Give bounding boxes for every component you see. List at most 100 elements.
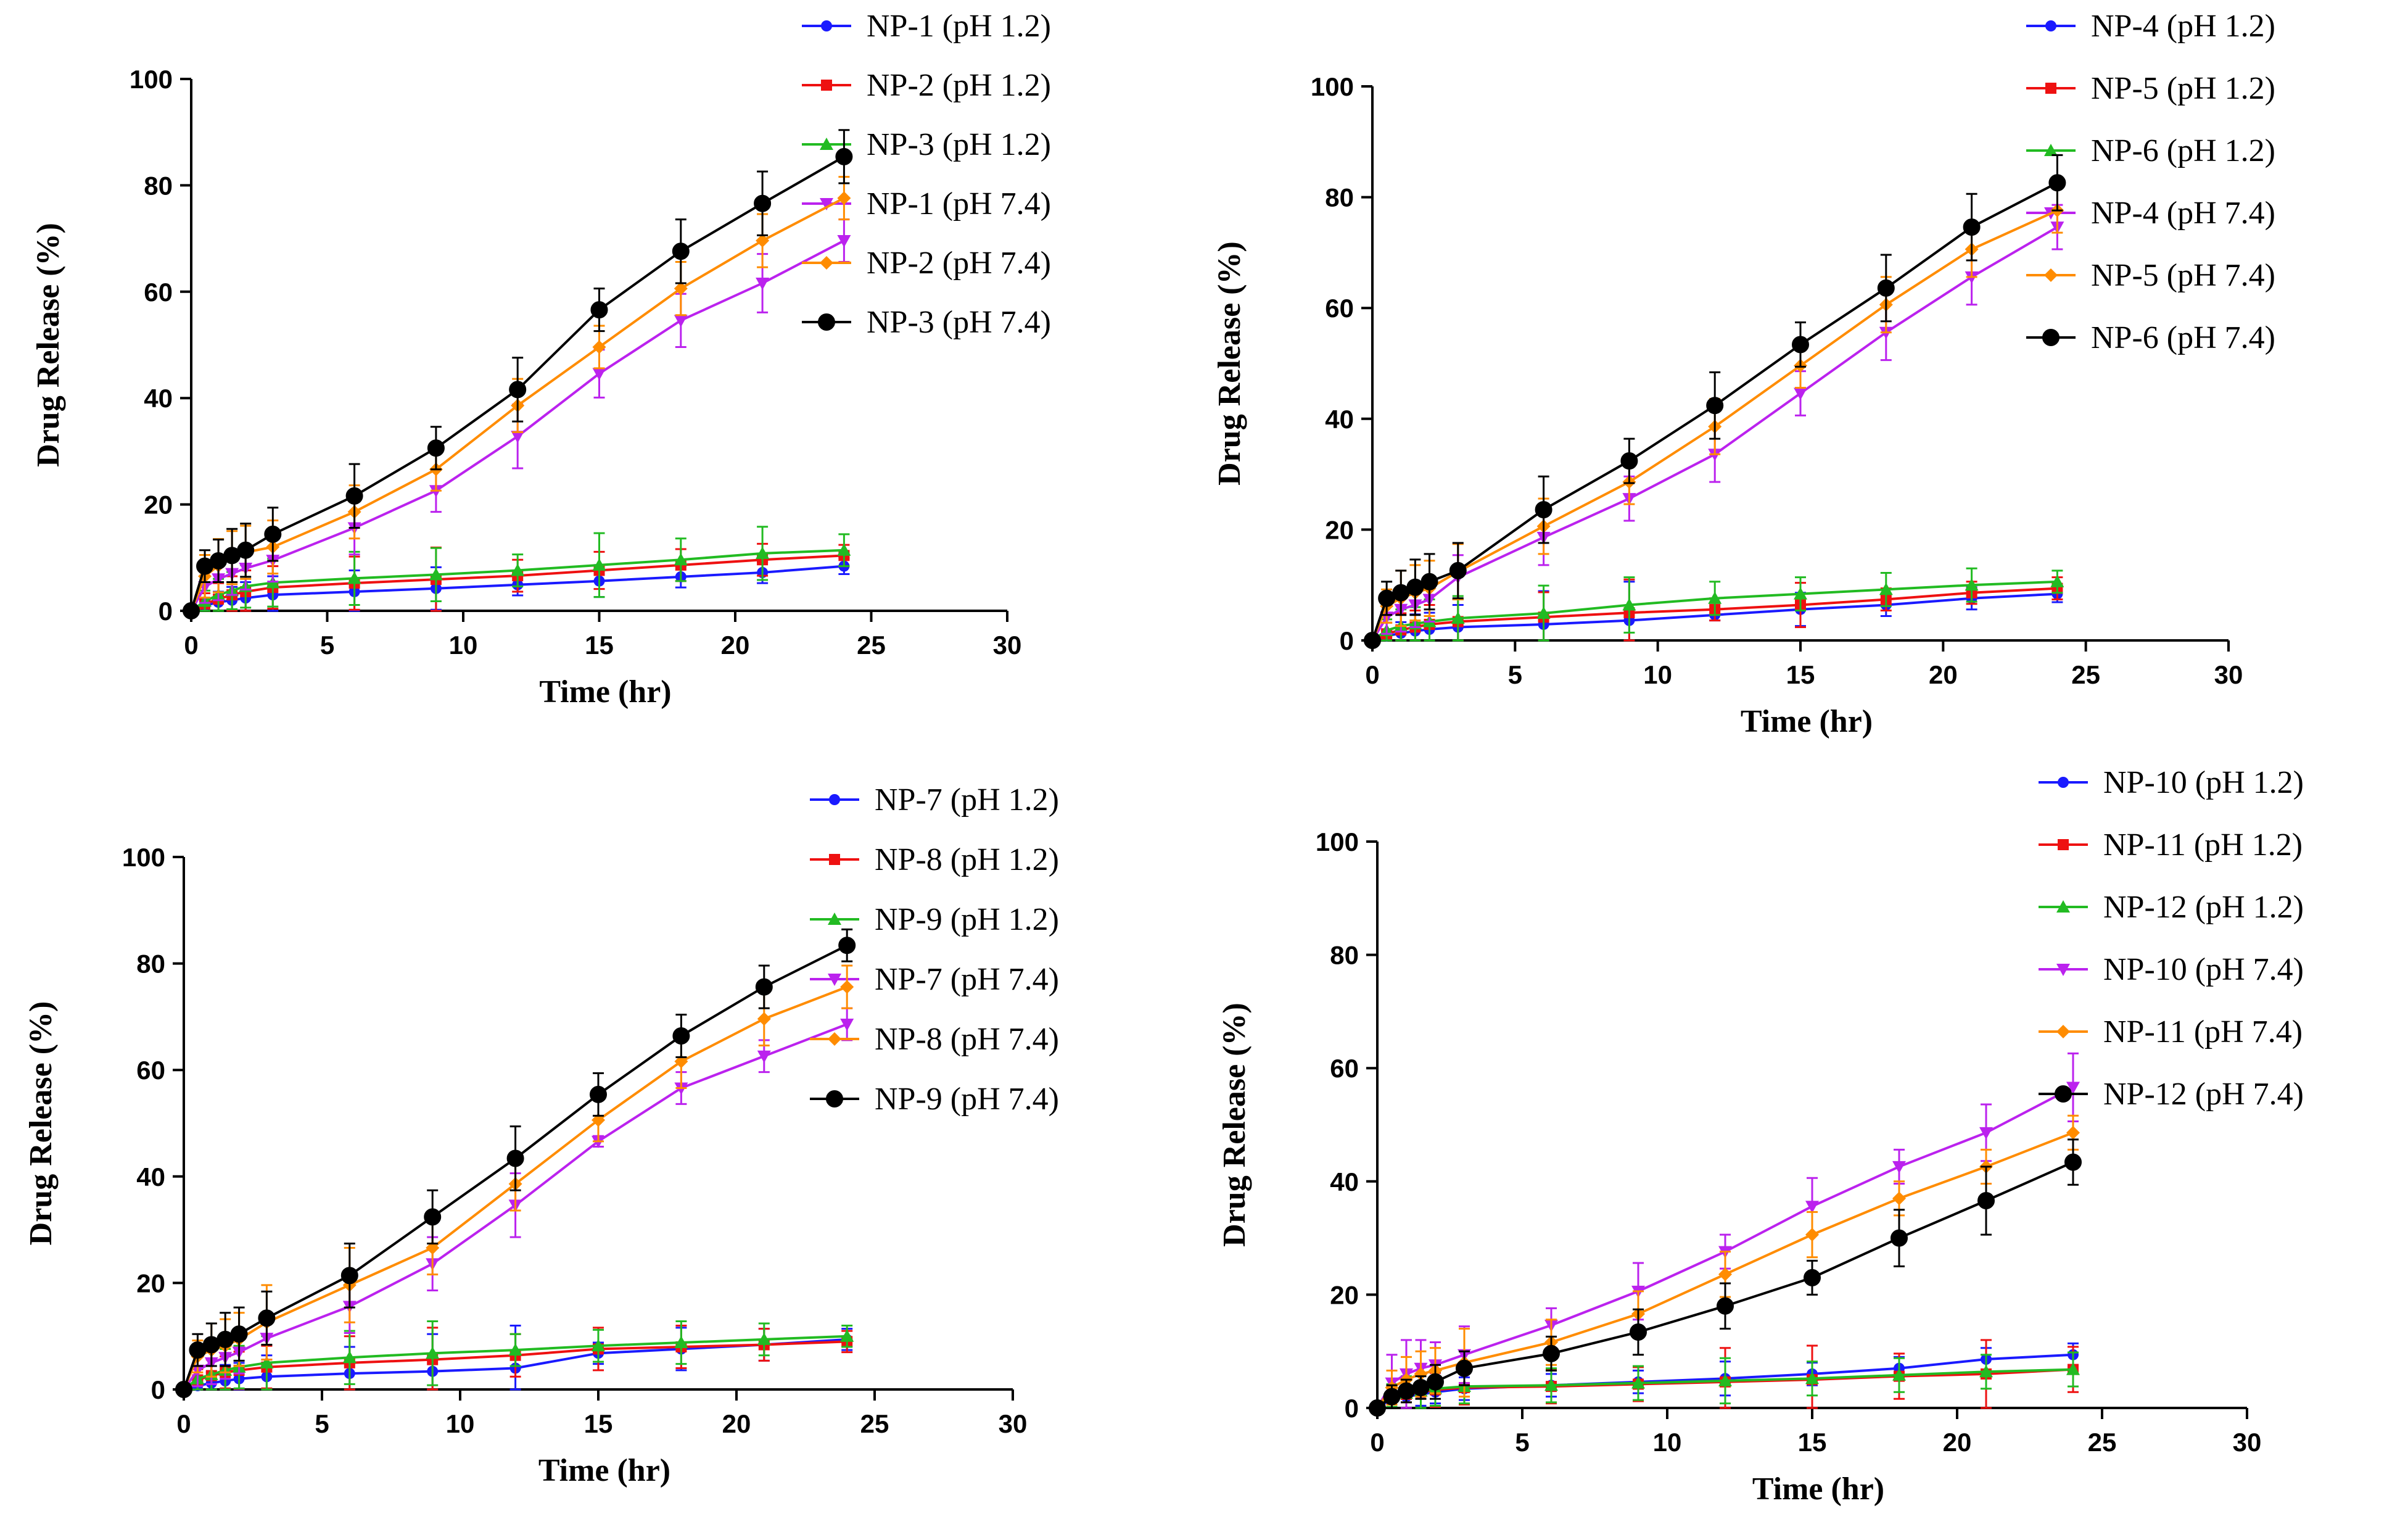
legend-label: NP-6 (pH 7.4) (2091, 320, 2275, 355)
data-point (840, 1329, 854, 1342)
data-point (1892, 1191, 1906, 1206)
data-point (1456, 1359, 1473, 1377)
data-point (592, 558, 606, 571)
data-point (1804, 1269, 1821, 1286)
legend-entry: NP-3 (pH 1.2) (802, 127, 1051, 162)
legend-marker (2056, 1025, 2070, 1038)
data-point (183, 602, 200, 619)
legend-label: NP-4 (pH 7.4) (2091, 196, 2275, 231)
x-tick-label: 25 (2071, 660, 2100, 689)
x-tick-label: 0 (1370, 1428, 1384, 1457)
data-point (1718, 1267, 1732, 1281)
legend-marker (2055, 1085, 2072, 1103)
y-tick-label: 60 (136, 1056, 165, 1085)
legend-marker (828, 974, 841, 986)
chart-panel-2: 0 5 10 15 20 25 30 0 20 40 60 80 100 Time (hr) Drug Re… (1212, 9, 2275, 739)
legend-entry: NP-7 (pH 1.2) (810, 782, 1059, 818)
x-axis-title: Time (hr) (539, 674, 671, 710)
legend-label: NP-5 (pH 1.2) (2091, 71, 2275, 106)
legend-label: NP-2 (pH 1.2) (867, 68, 1051, 103)
x-tick-label: 15 (1786, 660, 1815, 689)
data-point (1979, 1127, 1993, 1140)
data-point (1412, 1378, 1430, 1396)
legend-label: NP-8 (pH 1.2) (875, 842, 1059, 877)
legend-marker (2042, 329, 2060, 346)
legend-entry: NP-11 (pH 7.4) (2039, 1014, 2303, 1049)
data-point (1392, 584, 1410, 602)
legend-marker (2056, 900, 2070, 913)
y-tick-label: 20 (1325, 515, 1354, 544)
legend-entry: NP-4 (pH 1.2) (2026, 9, 2275, 44)
legend-entry: NP-7 (pH 7.4) (810, 962, 1059, 997)
data-point (1535, 501, 1552, 519)
legend-label: NP-7 (pH 1.2) (875, 782, 1059, 818)
legend-entry: NP-11 (pH 1.2) (2039, 827, 2303, 863)
data-point (509, 381, 527, 399)
data-point (837, 235, 851, 248)
legend-marker (828, 1032, 841, 1046)
data-point (840, 1018, 854, 1031)
series-6 (175, 928, 856, 1398)
data-point (837, 543, 851, 556)
x-tick-label: 0 (176, 1409, 191, 1438)
legend-entry: NP-1 (pH 7.4) (802, 186, 1051, 221)
data-point (1792, 336, 1809, 354)
x-tick-label: 10 (446, 1409, 475, 1438)
legend-label: NP-12 (pH 1.2) (2103, 890, 2304, 925)
data-point (1879, 582, 1893, 595)
data-point (592, 340, 606, 354)
x-tick-label: 5 (1515, 1428, 1529, 1457)
legend-label: NP-9 (pH 1.2) (875, 902, 1059, 937)
data-point (347, 571, 361, 584)
data-point (592, 368, 606, 381)
legend-label: NP-3 (pH 7.4) (867, 305, 1051, 340)
x-tick-label: 20 (1943, 1428, 1972, 1457)
data-point (757, 1050, 771, 1063)
data-point (1979, 1365, 1993, 1378)
data-point (835, 147, 853, 165)
legend-marker (818, 313, 835, 331)
data-point (1449, 561, 1467, 579)
x-tick-label: 25 (2088, 1428, 2117, 1457)
x-tick-label: 20 (1929, 660, 1958, 689)
data-point (1965, 578, 1979, 591)
y-tick-label: 40 (1330, 1167, 1359, 1196)
data-point (1794, 587, 1807, 600)
legend-label: NP-1 (pH 7.4) (867, 186, 1051, 221)
y-tick-label: 20 (144, 491, 173, 520)
data-point (2066, 1362, 2080, 1375)
chart-panel-4: 0 5 10 15 20 25 30 0 20 40 60 80 100 Time (hr) Drug Re… (1217, 765, 2304, 1507)
y-axis-title: Drug Release (%) (31, 223, 66, 467)
data-point (340, 1267, 358, 1285)
data-point (1892, 1161, 1906, 1174)
legend-entry: NP-4 (pH 7.4) (2026, 196, 2275, 231)
legend-marker (829, 854, 840, 865)
data-point (755, 978, 773, 996)
data-point (429, 568, 443, 581)
data-point (511, 431, 525, 444)
legend-marker (826, 1090, 843, 1107)
data-point (260, 1356, 274, 1368)
data-point (674, 315, 688, 328)
x-tick-label: 20 (721, 631, 750, 660)
data-point (1378, 589, 1396, 607)
data-point (1420, 573, 1438, 590)
data-point (1620, 452, 1638, 470)
legend-label: NP-4 (pH 1.2) (2091, 9, 2275, 44)
data-point (672, 1027, 690, 1045)
legend-marker (2044, 144, 2058, 156)
legend-label: NP-5 (pH 7.4) (2091, 258, 2275, 293)
legend-entry: NP-2 (pH 7.4) (802, 246, 1051, 281)
legend-entry: NP-5 (pH 7.4) (2026, 258, 2275, 293)
y-tick-label: 0 (151, 1375, 165, 1404)
data-point (345, 487, 363, 505)
data-point (838, 937, 856, 954)
data-point (1630, 1323, 1647, 1341)
data-point (175, 1381, 192, 1398)
x-tick-label: 0 (1365, 660, 1379, 689)
x-tick-label: 30 (2233, 1428, 2262, 1457)
legend-marker (820, 256, 833, 270)
x-tick-label: 0 (184, 631, 198, 660)
y-tick-label: 60 (1325, 294, 1354, 323)
